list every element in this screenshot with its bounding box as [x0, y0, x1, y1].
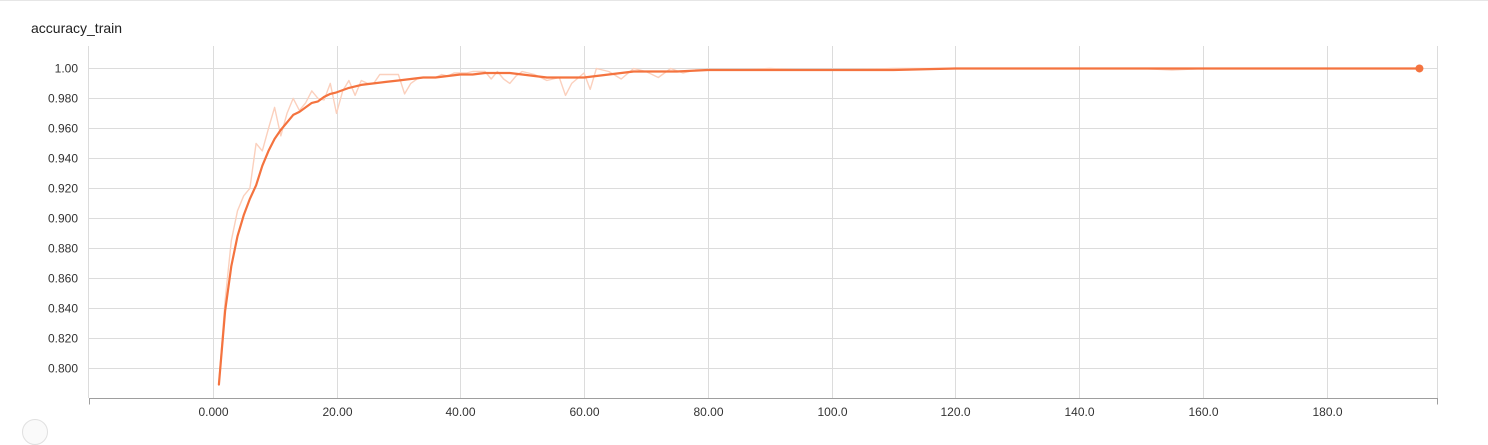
y-tick-label: 0.940: [48, 152, 78, 166]
marker-layer[interactable]: [1415, 64, 1424, 73]
x-tick-label: 140.0: [1064, 405, 1094, 419]
axes: [89, 398, 1438, 405]
y-tick-label: 1.00: [55, 62, 79, 76]
series-layer: [217, 67, 1421, 386]
x-tick-label: 40.00: [445, 405, 475, 419]
raw-series-line: [218, 67, 1421, 384]
x-tick-labels: 0.000 20.00 40.00 60.00 80.00 100.0 120.0 140.0…: [198, 405, 1342, 419]
y-tick-label: 0.840: [48, 302, 78, 316]
smoothed-series-line: [217, 67, 1421, 386]
last-point-marker[interactable]: [1415, 64, 1424, 73]
y-tick-label: 0.800: [48, 362, 78, 376]
x-tick-label: 60.00: [569, 405, 599, 419]
x-gridlines: [88, 46, 1438, 398]
y-tick-label: 0.880: [48, 242, 78, 256]
x-tick-label: 0.000: [198, 405, 228, 419]
y-tick-label: 0.860: [48, 272, 78, 286]
x-tick-label: 160.0: [1188, 405, 1218, 419]
x-tick-label: 120.0: [940, 405, 970, 419]
x-tick-label: 20.00: [322, 405, 352, 419]
x-tick-label: 80.00: [693, 405, 723, 419]
accuracy-chart[interactable]: 0.800 0.820 0.840 0.860 0.880 0.900 0.920 0.940…: [0, 1, 1488, 426]
x-tick-label: 180.0: [1312, 405, 1342, 419]
y-tick-labels: 0.800 0.820 0.840 0.860 0.880 0.900 0.920 0.940…: [48, 62, 78, 376]
chart-toggle-button[interactable]: [22, 419, 48, 445]
y-tick-label: 0.980: [48, 92, 78, 106]
y-tick-label: 0.920: [48, 182, 78, 196]
y-tick-label: 0.820: [48, 332, 78, 346]
chart-title: accuracy_train: [31, 20, 123, 36]
y-gridlines: [89, 68, 1438, 369]
x-tick-label: 100.0: [817, 405, 847, 419]
y-tick-label: 0.960: [48, 122, 78, 136]
y-tick-label: 0.900: [48, 212, 78, 226]
